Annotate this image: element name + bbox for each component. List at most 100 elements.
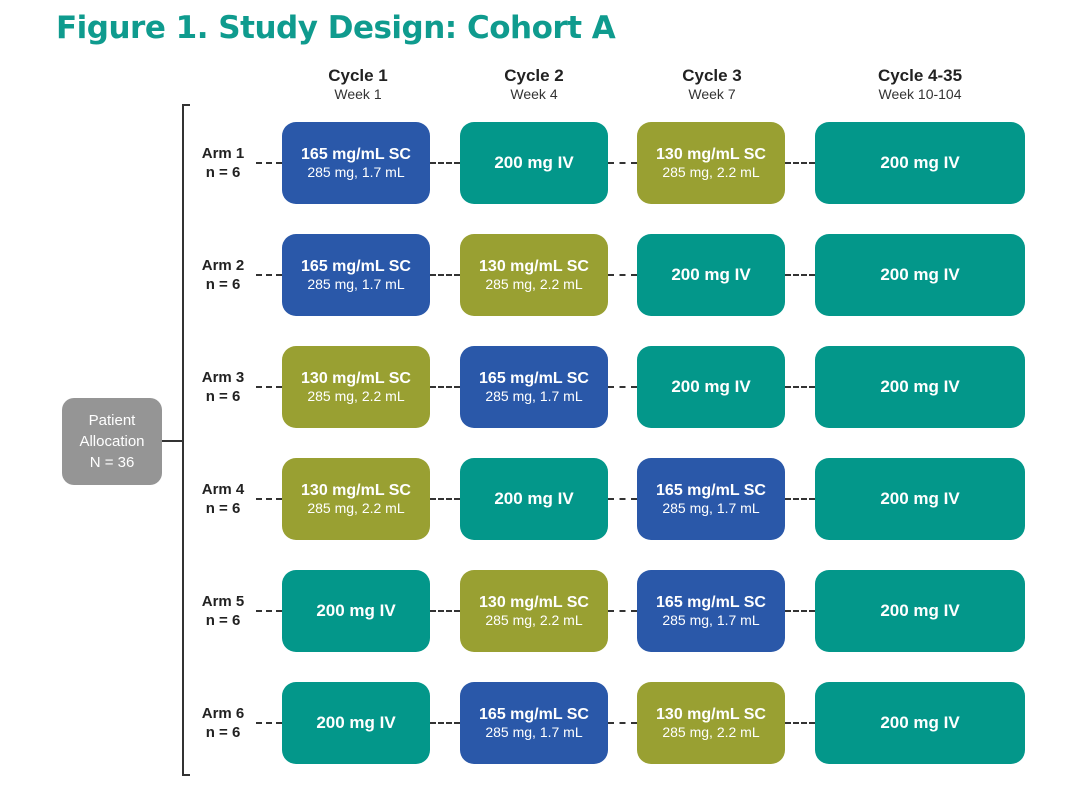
dose-label: 200 mg IV [671,377,751,396]
dose-label: 130 mg/mL SC [656,705,766,723]
column-cycle-label: Cycle 4-35 [877,66,963,85]
arm-row-3: Arm 3 n = 6 130 mg/mL SC 285 mg, 2.2 mL 165 … [0,346,1080,428]
dose-label: 165 mg/mL SC [301,257,411,275]
dose-box-iv: 200 mg IV [460,122,608,204]
dose-box-sc165: 165 mg/mL SC 285 mg, 1.7 mL [637,570,785,652]
dashed-connector [256,162,282,164]
column-header-cycle-1: Cycle 1 Week 1 [253,66,463,102]
dose-detail: 285 mg, 2.2 mL [485,275,583,292]
dose-label: 165 mg/mL SC [479,369,589,387]
dose-box-iv: 200 mg IV [637,234,785,316]
figure-title: Figure 1. Study Design: Cohort A [56,10,616,46]
dose-detail: 285 mg, 1.7 mL [662,611,760,628]
arm-label: Arm 4 n = 6 [192,480,254,518]
allocation-label-line2: Allocation [79,433,145,450]
arm-size: n = 6 [205,388,241,405]
dashed-connector [430,162,460,164]
dashed-connector [256,498,282,500]
dose-label: 200 mg IV [880,377,960,396]
arm-name: Arm 2 [201,257,245,274]
dose-label: 200 mg IV [494,489,574,508]
arm-name: Arm 5 [201,593,245,610]
dose-label: 200 mg IV [880,713,960,732]
dose-detail: 285 mg, 2.2 mL [307,387,405,404]
arm-name: Arm 3 [201,369,245,386]
dose-box-sc165: 165 mg/mL SC 285 mg, 1.7 mL [460,346,608,428]
arm-label: Arm 1 n = 6 [192,144,254,182]
allocation-label-line1: Patient [88,412,136,429]
dose-label: 130 mg/mL SC [479,593,589,611]
dashed-connector [608,722,637,724]
dashed-connector [256,274,282,276]
column-week-label: Week 4 [510,86,558,102]
dashed-connector [608,386,637,388]
column-header-cycle-3: Cycle 3 Week 7 [607,66,817,102]
dose-box-iv: 200 mg IV [815,570,1025,652]
dashed-connector [430,274,460,276]
dashed-connector [608,498,637,500]
dose-box-iv: 200 mg IV [637,346,785,428]
dose-box-sc130: 130 mg/mL SC 285 mg, 2.2 mL [460,234,608,316]
dose-box-iv: 200 mg IV [460,458,608,540]
dose-box-sc130: 130 mg/mL SC 285 mg, 2.2 mL [460,570,608,652]
dose-label: 165 mg/mL SC [479,705,589,723]
column-week-label: Week 1 [334,86,382,102]
column-cycle-label: Cycle 3 [682,66,742,85]
arm-size: n = 6 [205,612,241,629]
dose-label: 200 mg IV [494,153,574,172]
arm-name: Arm 1 [201,145,245,162]
dashed-connector [256,610,282,612]
arm-label: Arm 5 n = 6 [192,592,254,630]
arm-row-5: Arm 5 n = 6 200 mg IV 130 mg/mL SC 285 mg, 2… [0,570,1080,652]
column-header-cycle-4-35: Cycle 4-35 Week 10-104 [815,66,1025,102]
dose-detail: 285 mg, 1.7 mL [307,163,405,180]
dose-label: 130 mg/mL SC [301,369,411,387]
dose-label: 165 mg/mL SC [301,145,411,163]
dose-box-sc165: 165 mg/mL SC 285 mg, 1.7 mL [637,458,785,540]
arm-size: n = 6 [205,164,241,181]
dashed-connector [256,722,282,724]
dose-box-sc165: 165 mg/mL SC 285 mg, 1.7 mL [282,234,430,316]
arm-size: n = 6 [205,724,241,741]
dose-label: 130 mg/mL SC [301,481,411,499]
dashed-connector [430,722,460,724]
dose-box-iv: 200 mg IV [815,346,1025,428]
allocation-connector [162,440,183,442]
dose-detail: 285 mg, 1.7 mL [485,723,583,740]
arm-row-6: Arm 6 n = 6 200 mg IV 165 mg/mL SC 285 mg, 1… [0,682,1080,764]
arm-label: Arm 6 n = 6 [192,704,254,742]
dashed-connector [785,386,815,388]
dose-box-iv: 200 mg IV [282,682,430,764]
dose-detail: 285 mg, 1.7 mL [307,275,405,292]
dose-box-sc165: 165 mg/mL SC 285 mg, 1.7 mL [282,122,430,204]
dose-box-iv: 200 mg IV [815,234,1025,316]
dashed-connector [785,274,815,276]
arm-bracket-top-tick [182,104,190,106]
dose-box-iv: 200 mg IV [815,122,1025,204]
arm-bracket [182,104,184,776]
arm-label: Arm 3 n = 6 [192,368,254,406]
dashed-connector [785,610,815,612]
dashed-connector [608,610,637,612]
dashed-connector [430,386,460,388]
arm-size: n = 6 [205,276,241,293]
dose-box-iv: 200 mg IV [282,570,430,652]
dose-label: 200 mg IV [880,601,960,620]
dose-box-sc130: 130 mg/mL SC 285 mg, 2.2 mL [282,346,430,428]
arm-name: Arm 4 [201,481,245,498]
dose-detail: 285 mg, 2.2 mL [662,723,760,740]
arm-row-1: Arm 1 n = 6 165 mg/mL SC 285 mg, 1.7 mL 200 … [0,122,1080,204]
arm-row-2: Arm 2 n = 6 165 mg/mL SC 285 mg, 1.7 mL 130 … [0,234,1080,316]
dose-label: 200 mg IV [880,265,960,284]
dashed-connector [430,610,460,612]
arm-bracket-bottom-tick [182,774,190,776]
arm-size: n = 6 [205,500,241,517]
column-header-cycle-2: Cycle 2 Week 4 [429,66,639,102]
patient-allocation-box: Patient Allocation N = 36 [62,398,162,485]
dose-label: 200 mg IV [880,489,960,508]
dose-label: 130 mg/mL SC [656,145,766,163]
dose-label: 130 mg/mL SC [479,257,589,275]
dashed-connector [256,386,282,388]
dashed-connector [430,498,460,500]
dose-detail: 285 mg, 2.2 mL [307,499,405,516]
